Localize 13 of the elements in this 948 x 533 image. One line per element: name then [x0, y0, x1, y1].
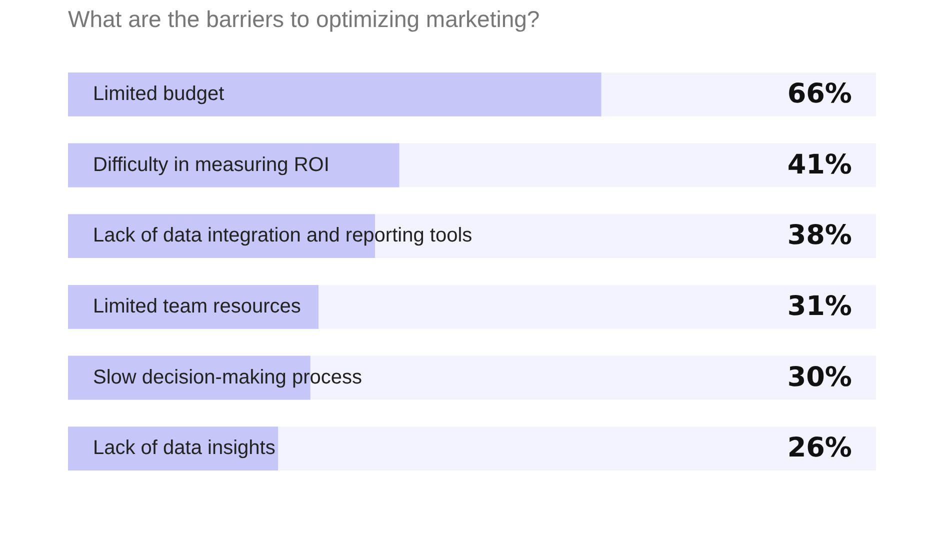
y-tick-label: Limited team resources — [93, 295, 301, 318]
data-label: 31% — [787, 290, 852, 322]
data-label: 66% — [787, 78, 852, 110]
y-tick-label: Difficulty in measuring ROI — [93, 154, 330, 176]
data-label: 41% — [787, 149, 852, 180]
data-label: 30% — [787, 362, 852, 393]
y-tick-label: Lack of data integration and reporting tools — [93, 224, 472, 247]
chart-title: What are the barriers to optimizing marketing? — [68, 6, 540, 33]
y-tick-label: Lack of data insights — [93, 437, 276, 460]
y-tick-label: Limited budget — [93, 82, 225, 105]
y-tick-label: Slow decision-making process — [93, 366, 362, 388]
data-label: 26% — [787, 432, 852, 464]
data-label: 38% — [787, 220, 852, 252]
